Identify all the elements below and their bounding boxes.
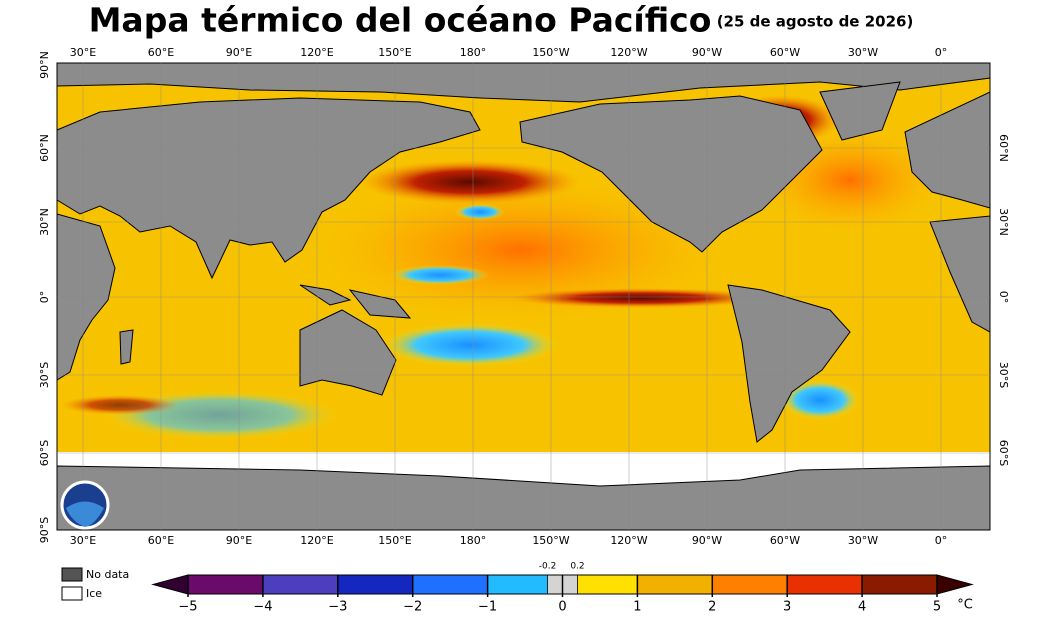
lon-label: 90°W (692, 46, 722, 59)
colorbar-segment (637, 575, 713, 594)
colorbar-tick-label: −4 (253, 600, 272, 615)
lat-label: 60°S (997, 440, 1010, 466)
lat-label: 0° (38, 291, 51, 304)
lon-label: 60°E (148, 534, 174, 547)
warm-area (360, 160, 580, 204)
colorbar-tick-label: −2 (403, 600, 422, 615)
lat-label: 60°S (38, 440, 51, 466)
lat-label: 30°N (997, 208, 1010, 236)
colorbar-segment (262, 575, 339, 594)
lon-label: 90°E (226, 534, 252, 547)
lon-label: 30°E (70, 46, 96, 59)
colorbar-segment (787, 575, 863, 594)
map (56, 62, 991, 531)
lon-label: 60°E (148, 46, 174, 59)
colorbar-segment (862, 575, 938, 594)
lon-label: 0° (935, 534, 948, 547)
land (56, 62, 991, 531)
no-data-swatch (61, 567, 83, 582)
colorbar-segment (487, 575, 563, 594)
cool-area (390, 265, 490, 285)
colorbar-segment (562, 575, 638, 594)
lat-label: 30°S (997, 362, 1010, 388)
lon-label: 150°E (378, 534, 411, 547)
lon-label: 30°E (70, 534, 96, 547)
lon-label: 60°W (770, 46, 800, 59)
lat-label: 60°N (38, 134, 51, 162)
lon-label: 30°W (848, 46, 878, 59)
title: Mapa térmico del océano Pacífico (89, 1, 712, 40)
colorbar-tick-label: 5 (933, 600, 941, 615)
colorbar-low-arrow (151, 574, 189, 595)
cool-area (380, 323, 560, 367)
warm-area (510, 288, 770, 308)
colorbar-tick-label: −5 (178, 600, 197, 615)
colorbar: −5 −4 −3 −2 −1 0 1 2 3 4 5 -0.2 0.2 (151, 562, 974, 615)
lon-label: 120°E (300, 46, 333, 59)
colorbar-segment (188, 575, 264, 594)
colorbar-tick-label: 3 (783, 600, 791, 615)
lat-label: 30°S (38, 362, 51, 388)
colorbar-tick-label: 2 (708, 600, 716, 615)
lon-label: 90°W (692, 534, 722, 547)
map-frame (56, 62, 991, 531)
colorbar-tick-label: −1 (478, 600, 497, 615)
lon-label: 120°W (610, 46, 647, 59)
ice-label: Ice (86, 587, 102, 600)
colorbar-segment (712, 575, 788, 594)
graticule (57, 63, 990, 530)
lon-label: 30°W (848, 534, 878, 547)
warm-area (320, 180, 720, 320)
lat-label: 60°N (997, 134, 1010, 162)
noaa-logo-wave (66, 501, 104, 527)
cool-area (780, 380, 860, 420)
lat-label: 0° (997, 291, 1010, 304)
no-data-label: No data (86, 568, 129, 581)
colorbar-tick-label: −3 (328, 600, 347, 615)
lon-label: 120°E (300, 534, 333, 547)
lon-label: 150°W (532, 46, 569, 59)
warm-area (60, 395, 180, 415)
lat-label: 90°S (38, 517, 51, 543)
lon-label: 180° (460, 534, 487, 547)
lon-label: 150°E (378, 46, 411, 59)
colorbar-tick-label: 1 (633, 600, 641, 615)
ice-swatch (61, 586, 83, 601)
colorbar-tick-label: 0 (558, 600, 566, 615)
colorbar-high-arrow (936, 574, 974, 595)
lat-label: 90°N (38, 51, 51, 79)
colorbar-minor-label: -0.2 (539, 562, 557, 572)
colorbar-tick-label: 4 (858, 600, 866, 615)
lon-label: 90°E (226, 46, 252, 59)
lon-label: 120°W (610, 534, 647, 547)
lon-label: 180° (460, 46, 487, 59)
colorbar-segment (412, 575, 489, 594)
lon-label: 0° (935, 46, 948, 59)
lat-label: 30°N (38, 208, 51, 236)
colorbar-minor-label: 0.2 (570, 562, 584, 572)
unit-label: °C (957, 598, 973, 613)
date: (25 de agosto de 2026) (717, 13, 914, 31)
colorbar-segment (337, 575, 414, 594)
lon-label: 150°W (532, 534, 569, 547)
lon-label: 60°W (770, 534, 800, 547)
cool-area (455, 204, 505, 220)
